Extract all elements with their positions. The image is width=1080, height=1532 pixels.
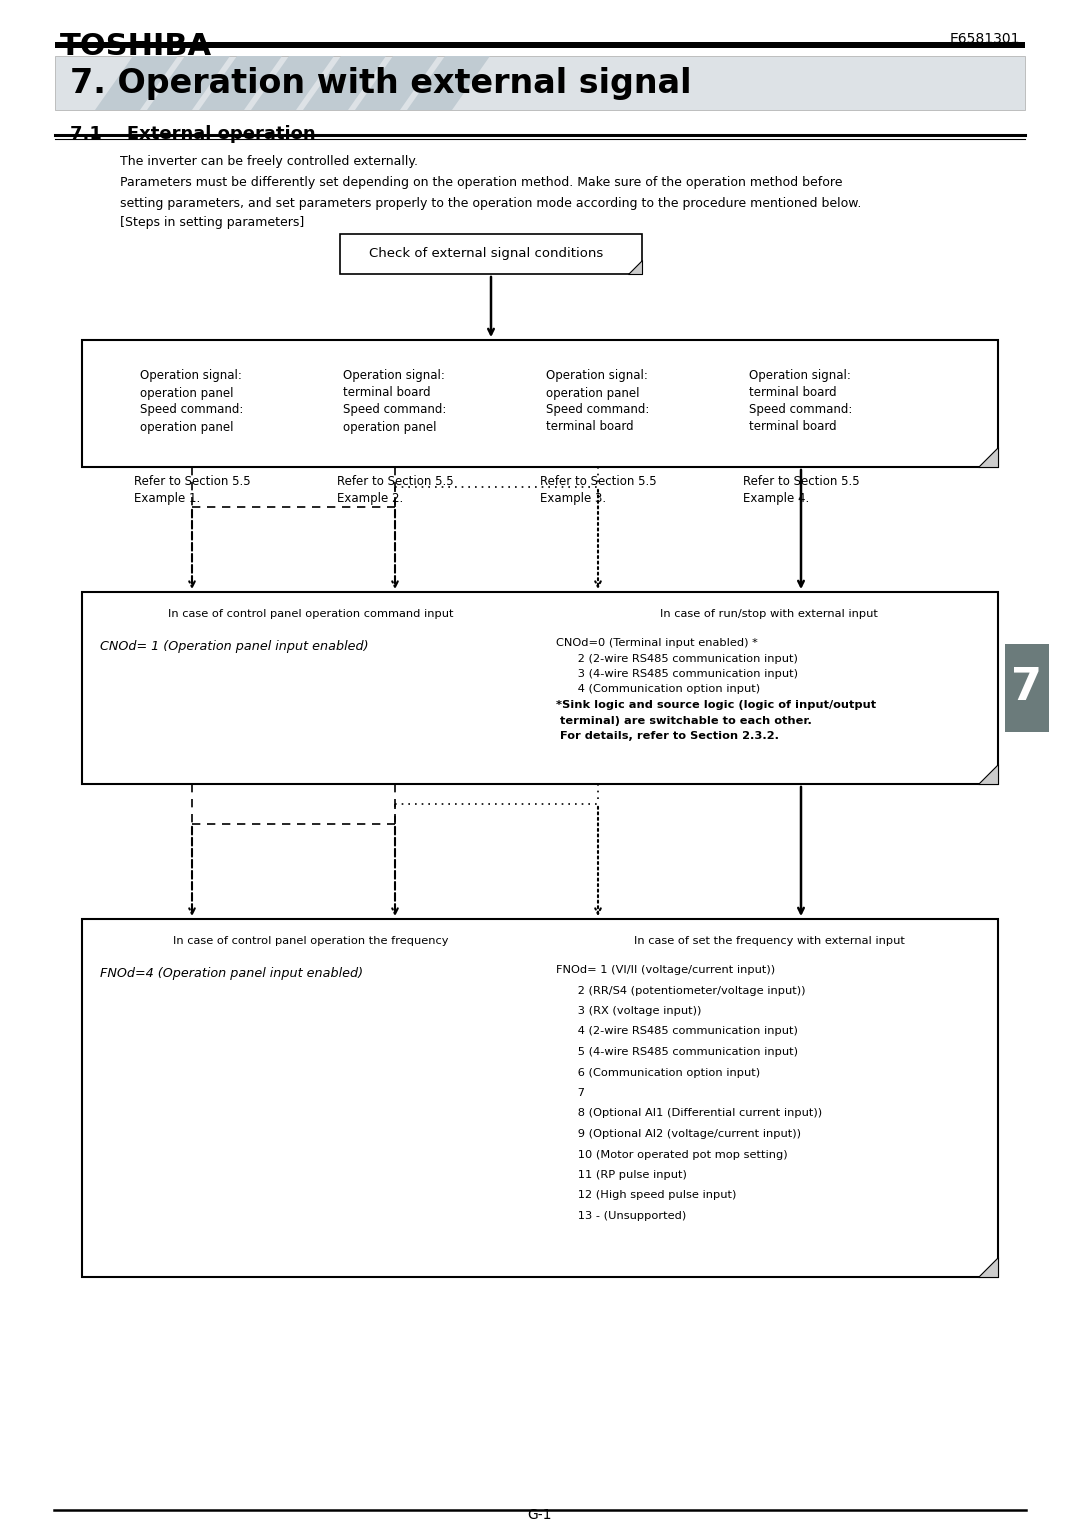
Text: Refer to Section 5.5
Example 4.: Refer to Section 5.5 Example 4. [743, 475, 860, 506]
Polygon shape [355, 57, 438, 110]
Polygon shape [95, 57, 178, 110]
Text: 6 (Communication option input): 6 (Communication option input) [556, 1068, 760, 1077]
Bar [55, 57, 1025, 110]
Text: Operation signal:
terminal board
Speed command:
operation panel: Operation signal: terminal board Speed c… [343, 369, 447, 434]
Bar [92, 931, 530, 951]
Bar [306, 358, 484, 449]
Text: 11 (RP pulse input): 11 (RP pulse input) [556, 1170, 687, 1180]
Bar [82, 591, 998, 784]
Text: 3 (RX (voltage input)): 3 (RX (voltage input)) [556, 1007, 701, 1016]
Polygon shape [978, 764, 998, 784]
Bar [550, 604, 988, 624]
Text: Operation signal:
terminal board
Speed command:
terminal board: Operation signal: terminal board Speed c… [750, 369, 853, 434]
Text: 7: 7 [1012, 666, 1042, 709]
Text: In case of set the frequency with external input: In case of set the frequency with extern… [634, 936, 904, 945]
Text: FNOd= 1 (VI/II (voltage/current input)): FNOd= 1 (VI/II (voltage/current input)) [556, 965, 775, 974]
Bar [92, 604, 530, 624]
Text: G-1: G-1 [528, 1507, 552, 1521]
Text: 13 - (Unsupported): 13 - (Unsupported) [556, 1210, 686, 1221]
Text: 8 (Optional AI1 (Differential current input)): 8 (Optional AI1 (Differential current in… [556, 1109, 822, 1118]
Text: 2 (RR/S4 (potentiometer/voltage input)): 2 (RR/S4 (potentiometer/voltage input)) [556, 985, 806, 996]
Text: In case of control panel operation the frequency: In case of control panel operation the f… [173, 936, 449, 945]
Text: 10 (Motor operated pot mop setting): 10 (Motor operated pot mop setting) [556, 1149, 787, 1160]
Text: 2 (2-wire RS485 communication input): 2 (2-wire RS485 communication input) [556, 654, 798, 663]
Text: For details, refer to Section 2.3.2.: For details, refer to Section 2.3.2. [556, 731, 779, 741]
Bar [340, 234, 642, 274]
Text: terminal) are switchable to each other.: terminal) are switchable to each other. [556, 715, 812, 726]
Polygon shape [627, 260, 642, 274]
Text: [Steps in setting parameters]: [Steps in setting parameters] [120, 216, 305, 228]
Text: Operation signal:
operation panel
Speed command:
terminal board: Operation signal: operation panel Speed … [546, 369, 650, 434]
Text: Refer to Section 5.5
Example 1.: Refer to Section 5.5 Example 1. [134, 475, 251, 506]
Text: Parameters must be differently set depending on the operation method. Make sure : Parameters must be differently set depen… [120, 176, 842, 188]
Text: Operation signal:
operation panel
Speed command:
operation panel: Operation signal: operation panel Speed … [140, 369, 244, 434]
Text: Refer to Section 5.5
Example 3.: Refer to Section 5.5 Example 3. [540, 475, 657, 506]
Bar [509, 358, 687, 449]
Polygon shape [199, 57, 282, 110]
Polygon shape [251, 57, 334, 110]
Text: 7. Operation with external signal: 7. Operation with external signal [70, 66, 691, 100]
Bar [103, 358, 281, 449]
Bar [82, 919, 998, 1278]
Bar [1005, 643, 1049, 732]
Text: CNOd= 1 (Operation panel input enabled): CNOd= 1 (Operation panel input enabled) [100, 640, 368, 653]
Text: setting parameters, and set parameters properly to the operation mode according : setting parameters, and set parameters p… [120, 198, 862, 210]
Polygon shape [407, 57, 490, 110]
Polygon shape [303, 57, 386, 110]
Text: 7: 7 [556, 1088, 585, 1098]
Text: The inverter can be freely controlled externally.: The inverter can be freely controlled ex… [120, 155, 418, 169]
Text: 12 (High speed pulse input): 12 (High speed pulse input) [556, 1190, 737, 1201]
Text: In case of run/stop with external input: In case of run/stop with external input [660, 610, 878, 619]
Text: TOSHIBA: TOSHIBA [60, 32, 212, 61]
Bar [712, 358, 890, 449]
Text: 4 (Communication option input): 4 (Communication option input) [556, 685, 760, 694]
Text: 5 (4-wire RS485 communication input): 5 (4-wire RS485 communication input) [556, 1046, 798, 1057]
Text: 9 (Optional AI2 (voltage/current input)): 9 (Optional AI2 (voltage/current input)) [556, 1129, 801, 1138]
Polygon shape [978, 1256, 998, 1278]
Bar [550, 931, 988, 951]
Text: Check of external signal conditions: Check of external signal conditions [369, 248, 603, 260]
Polygon shape [978, 447, 998, 467]
Text: *Sink logic and source logic (logic of input/output: *Sink logic and source logic (logic of i… [556, 700, 876, 709]
Text: 7.1    External operation: 7.1 External operation [70, 126, 315, 142]
Text: E6581301: E6581301 [949, 32, 1020, 46]
Text: Refer to Section 5.5
Example 2.: Refer to Section 5.5 Example 2. [337, 475, 454, 506]
Text: In case of control panel operation command input: In case of control panel operation comma… [168, 610, 454, 619]
Polygon shape [147, 57, 230, 110]
Text: CNOd=0 (Terminal input enabled) *: CNOd=0 (Terminal input enabled) * [556, 637, 758, 648]
Text: 3 (4-wire RS485 communication input): 3 (4-wire RS485 communication input) [556, 669, 798, 679]
Text: 4 (2-wire RS485 communication input): 4 (2-wire RS485 communication input) [556, 1026, 798, 1037]
Bar [82, 340, 998, 467]
Text: FNOd=4 (Operation panel input enabled): FNOd=4 (Operation panel input enabled) [100, 967, 363, 980]
Bar [55, 41, 1025, 47]
